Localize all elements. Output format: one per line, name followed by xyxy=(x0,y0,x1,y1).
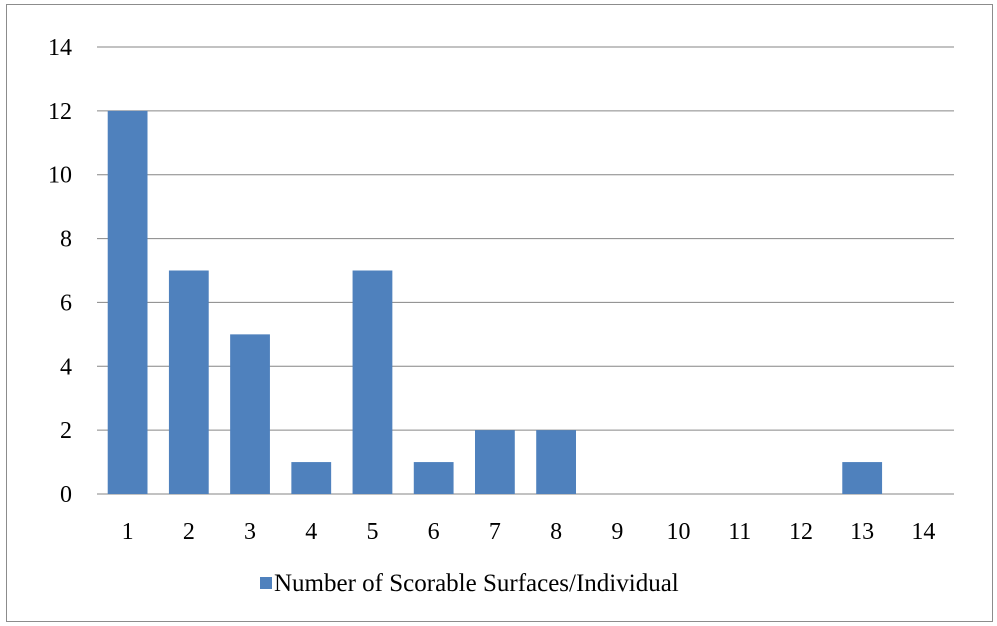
legend-swatch xyxy=(260,577,272,589)
y-tick-label: 10 xyxy=(48,163,72,189)
x-tick-label: 11 xyxy=(728,519,751,545)
x-tick-label: 4 xyxy=(305,519,317,545)
bar-7 xyxy=(474,430,515,494)
y-axis-tick-labels: 0 2 4 6 8 10 12 14 xyxy=(48,35,72,508)
x-tick-label: 6 xyxy=(428,519,440,545)
legend-label: Number of Scorable Surfaces/Individual xyxy=(274,570,679,597)
bar-1 xyxy=(107,110,148,494)
x-tick-label: 3 xyxy=(244,519,256,545)
bar-2 xyxy=(168,270,209,494)
x-tick-label: 7 xyxy=(489,519,501,545)
y-tick-label: 8 xyxy=(60,227,72,253)
bar-4 xyxy=(291,462,332,494)
y-tick-label: 0 xyxy=(60,482,72,508)
bar-8 xyxy=(536,430,577,494)
y-tick-label: 2 xyxy=(60,418,72,444)
y-tick-label: 4 xyxy=(60,354,72,380)
bar-5 xyxy=(352,270,393,494)
legend: Number of Scorable Surfaces/Individual xyxy=(260,570,679,597)
bar-3 xyxy=(230,334,270,494)
x-tick-label: 13 xyxy=(850,519,874,545)
y-tick-label: 14 xyxy=(48,35,72,61)
bars xyxy=(107,110,883,494)
x-tick-label: 12 xyxy=(789,519,813,545)
x-tick-label: 8 xyxy=(550,519,562,545)
y-tick-label: 12 xyxy=(48,99,72,125)
gridlines xyxy=(97,46,954,495)
y-tick-label: 6 xyxy=(60,290,72,316)
bar-6 xyxy=(413,462,454,494)
bar-13 xyxy=(842,462,883,494)
x-tick-label: 2 xyxy=(183,519,195,545)
x-axis-tick-labels: 1 2 3 4 5 6 7 8 9 10 11 12 13 14 xyxy=(122,519,936,545)
x-tick-label: 1 xyxy=(122,519,134,545)
x-tick-label: 9 xyxy=(611,519,623,545)
x-tick-label: 5 xyxy=(366,519,378,545)
x-tick-label: 14 xyxy=(911,519,935,545)
x-tick-label: 10 xyxy=(667,519,691,545)
